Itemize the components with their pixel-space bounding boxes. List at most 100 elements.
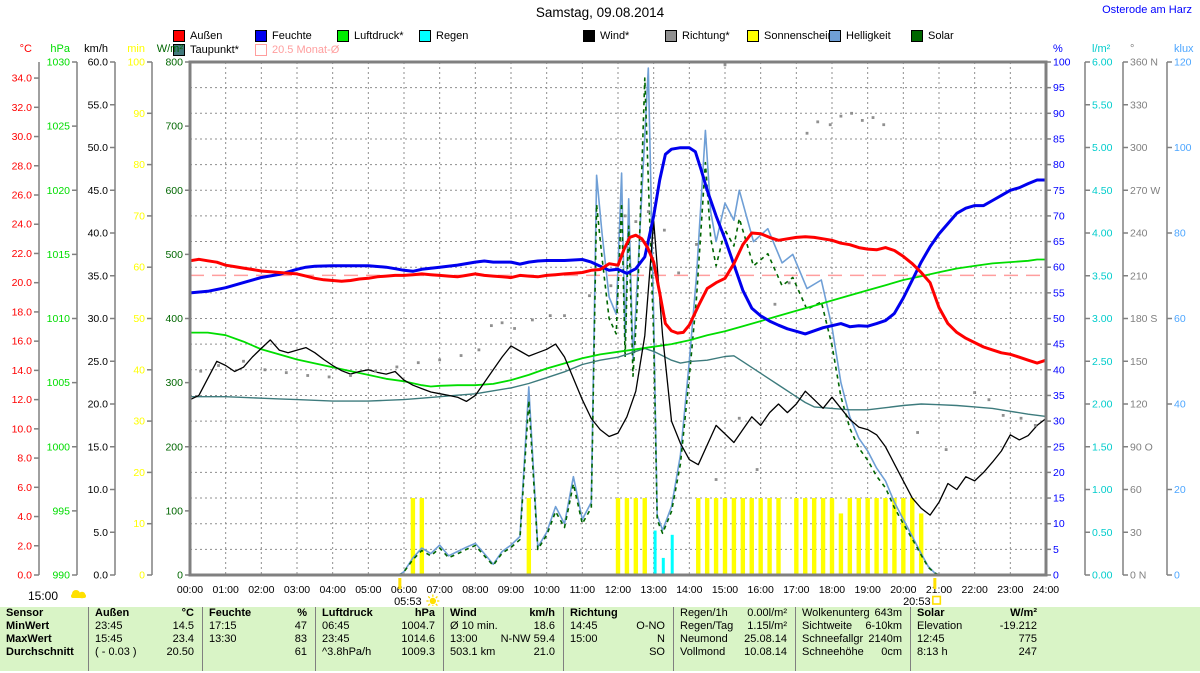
- table-row: Sensor: [0, 607, 88, 620]
- legend-label: Wind*: [600, 30, 630, 42]
- legend-swatch-luftdruck-icon: [337, 30, 349, 42]
- series-helligkeit: [190, 67, 1046, 575]
- svg-text:60: 60: [133, 262, 145, 274]
- svg-text:0.0: 0.0: [17, 570, 32, 582]
- stats-group-misc-5: Regen/1h 0.00l/m² Regen/Tag 1.15l/m² Neumond…: [673, 607, 795, 671]
- svg-text:30: 30: [1130, 527, 1142, 539]
- axis-solar: 800 700 600 500 400 300 200 100 0 W/m²: [157, 43, 191, 582]
- cell-label: Solar: [917, 607, 945, 619]
- legend-swatch-aussen-icon: [173, 30, 185, 42]
- cell-label: Elevation: [917, 620, 963, 632]
- svg-text:15:00: 15:00: [712, 584, 738, 596]
- svg-text:20.0: 20.0: [12, 277, 33, 289]
- axis-rain: 6.00 5.50 5.00 4.50 4.00 3.50 3.00 2.50 2.00 1.50…: [1084, 43, 1113, 582]
- cell-label: 14:45: [570, 620, 598, 632]
- legend-swatch-taupunkt-icon: [173, 44, 185, 56]
- table-row: 23:45 14.5: [89, 620, 202, 633]
- table-row: 17:15 47: [203, 620, 315, 633]
- svg-text:5.00: 5.00: [1092, 142, 1113, 154]
- cell-value: N: [657, 633, 665, 645]
- bottom-left-time: 15:00: [28, 589, 58, 603]
- svg-text:4.50: 4.50: [1092, 185, 1113, 197]
- svg-text:95: 95: [1053, 82, 1065, 94]
- grid: [190, 62, 1046, 575]
- stats-row-labels: Sensor MinWert MaxWert Durchschnitt: [0, 607, 88, 671]
- svg-text:90 O: 90 O: [1130, 441, 1153, 453]
- svg-text:25.0: 25.0: [88, 356, 109, 368]
- cell-value: km/h: [529, 607, 555, 619]
- cell-label: 15:00: [570, 633, 598, 645]
- svg-text:100: 100: [165, 505, 183, 517]
- axis-pressure: 1030 1025 1020 1015 1010 1005 1000 995 990 hPa: [47, 43, 78, 582]
- legend-item-solar: Solar: [911, 30, 954, 42]
- svg-text:10:00: 10:00: [534, 584, 560, 596]
- legend-swatch-solar-icon: [911, 30, 923, 42]
- svg-text:18.0: 18.0: [12, 306, 33, 318]
- svg-text:1005: 1005: [47, 377, 71, 389]
- svg-text:03:00: 03:00: [284, 584, 310, 596]
- axis-lux: 120 100 80 60 40 20 0 klux: [1166, 43, 1194, 582]
- weather-chart: 34.0 32.0 30.0 28.0 26.0 24.0 22.0 20.0 18.0 16.0…: [12, 43, 1194, 606]
- axis-unit-hum: %: [1053, 43, 1063, 55]
- cell-label: Sensor: [6, 607, 44, 619]
- table-row: MaxWert: [0, 633, 88, 646]
- table-row: MinWert: [0, 620, 88, 633]
- svg-text:70: 70: [1053, 210, 1065, 222]
- axis-unit-lux: klux: [1174, 43, 1194, 55]
- cell-value: 83: [294, 633, 307, 645]
- cell-value: 10.08.14: [744, 646, 787, 658]
- svg-text:04:00: 04:00: [320, 584, 346, 596]
- legend-swatch-richtung-icon: [665, 30, 677, 42]
- svg-text:24:00: 24:00: [1033, 584, 1059, 596]
- svg-text:2.50: 2.50: [1092, 356, 1113, 368]
- station-name: Osterode am Harz: [1102, 4, 1192, 16]
- svg-text:120: 120: [1174, 57, 1192, 69]
- cell-value: W/m²: [1010, 607, 1037, 619]
- stats-group-luftdruck: Luftdruck hPa 06:45 1004.7 23:45 1014.6 ^3.8hP…: [315, 607, 443, 671]
- svg-text:700: 700: [165, 121, 183, 133]
- legend-label: Richtung*: [682, 30, 730, 42]
- axis-unit-rain: l/m²: [1092, 43, 1111, 55]
- legend-label: Regen: [436, 30, 469, 42]
- cell-label: Schneefallgr: [802, 633, 864, 645]
- svg-text:20:00: 20:00: [890, 584, 916, 596]
- sunrise-time: 05:53: [394, 596, 422, 606]
- table-row: Elevation -19.212: [911, 620, 1045, 633]
- legend-item-taupunkt: Taupunkt*: [173, 44, 239, 56]
- svg-text:40: 40: [133, 364, 145, 376]
- svg-text:65: 65: [1053, 236, 1065, 248]
- cell-value: O-NO: [636, 620, 665, 632]
- svg-text:1.50: 1.50: [1092, 441, 1113, 453]
- x-axis-labels: 00:00 01:00 02:00 03:00 04:00 05:00 06:00 07:00…: [177, 584, 1059, 596]
- series-sonnenschein: [410, 498, 924, 575]
- legend-label: Luftdruck*: [354, 30, 404, 42]
- cell-label: Luftdruck: [322, 607, 373, 619]
- cell-label: Durchschnitt: [6, 646, 74, 658]
- svg-text:20.0: 20.0: [88, 399, 109, 411]
- cell-label: 06:45: [322, 620, 350, 632]
- legend-label: Taupunkt*: [190, 44, 239, 56]
- svg-text:09:00: 09:00: [498, 584, 524, 596]
- stats-group-wind: Wind km/h Ø 10 min. 18.6 13:00 N-NW 59.4 503.1…: [443, 607, 563, 671]
- svg-text:85: 85: [1053, 133, 1065, 145]
- cell-value: 18.6: [533, 620, 555, 632]
- svg-text:19:00: 19:00: [855, 584, 881, 596]
- svg-text:0: 0: [1174, 570, 1180, 582]
- svg-text:4.0: 4.0: [17, 511, 32, 523]
- svg-text:6.0: 6.0: [17, 482, 32, 494]
- cell-value: 23.4: [172, 633, 194, 645]
- table-row: Regen/Tag 1.15l/m²: [674, 620, 795, 633]
- svg-text:5: 5: [1053, 544, 1059, 556]
- cell-value: N-NW 59.4: [500, 633, 555, 645]
- svg-text:45: 45: [1053, 339, 1065, 351]
- cell-value: 61: [294, 646, 307, 658]
- svg-text:16:00: 16:00: [748, 584, 774, 596]
- cell-label: Regen/1h: [680, 607, 728, 619]
- svg-text:10.0: 10.0: [88, 484, 109, 496]
- cell-value: hPa: [414, 607, 435, 619]
- svg-text:90: 90: [133, 108, 145, 120]
- legend-item-helligkeit: Helligkeit: [829, 30, 891, 42]
- svg-text:150: 150: [1130, 356, 1148, 368]
- svg-text:300: 300: [1130, 142, 1148, 154]
